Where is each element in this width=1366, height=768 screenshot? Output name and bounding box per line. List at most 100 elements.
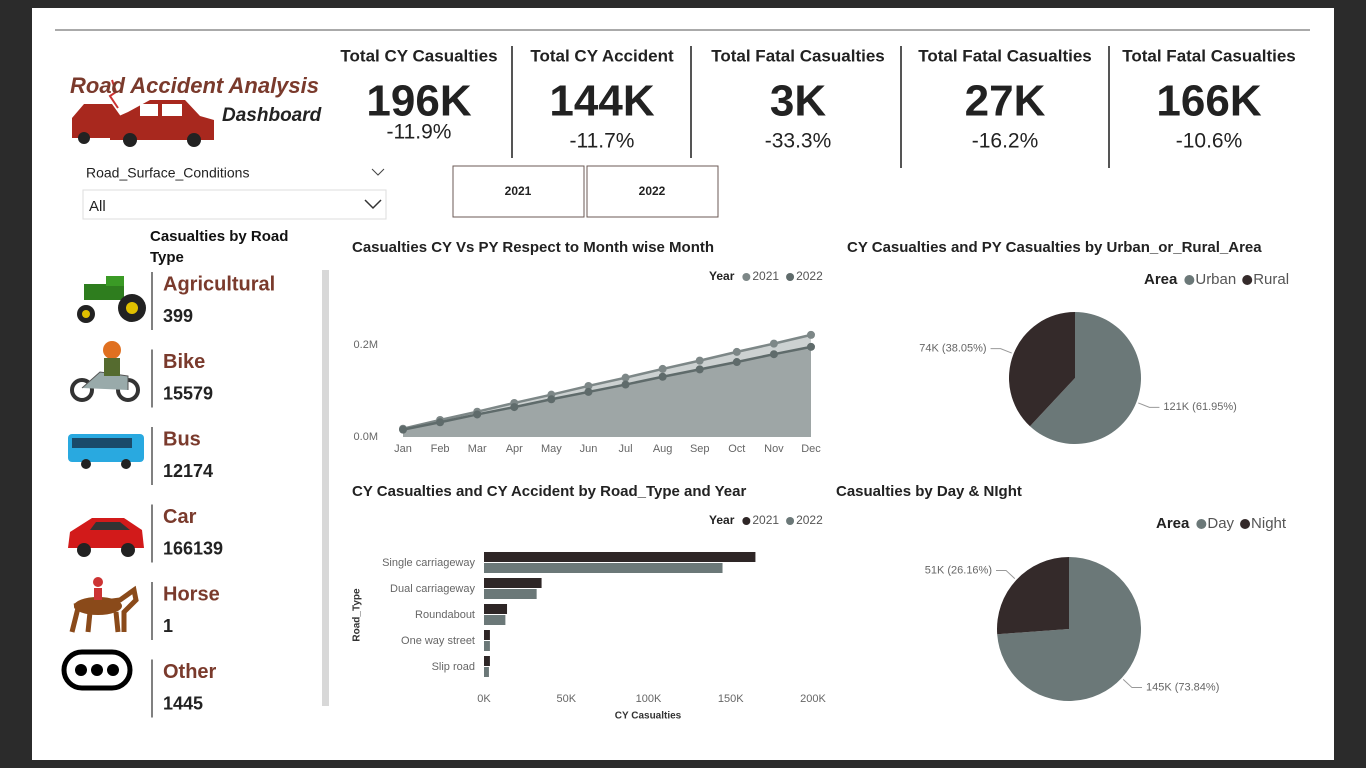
point xyxy=(584,381,593,390)
y-tick-label: Dual carriageway xyxy=(390,583,475,595)
point xyxy=(621,373,630,382)
x-tick-label: Nov xyxy=(764,443,784,455)
x-tick-label: 0K xyxy=(477,693,491,705)
point xyxy=(658,364,667,373)
data-label: 74K (38.05%) xyxy=(919,343,986,355)
pie-slice xyxy=(997,557,1141,701)
road-type-name: Agricultural xyxy=(163,273,275,295)
x-tick-label: 200K xyxy=(800,693,826,705)
bus-icon xyxy=(68,434,144,469)
point xyxy=(547,395,556,404)
kpi-title: Total CY Accident xyxy=(530,46,674,65)
legend-marker xyxy=(1242,275,1253,285)
chart-title: Casualties CY Vs PY Respect to Month wis… xyxy=(352,239,714,256)
x-tick-label: May xyxy=(541,443,562,455)
bar xyxy=(484,667,489,677)
kpi-change: -11.9% xyxy=(387,121,452,144)
bike-icon xyxy=(70,341,140,402)
dropdown-chevron[interactable] xyxy=(364,199,382,210)
car-icon xyxy=(68,518,144,557)
leader-line xyxy=(1138,402,1160,408)
filter-dropdown[interactable] xyxy=(82,189,387,220)
road-type-value: 1 xyxy=(163,616,173,636)
x-tick-label: Jun xyxy=(580,443,598,455)
point xyxy=(436,418,445,427)
kpi-title: Total CY Casualties xyxy=(340,46,497,65)
point xyxy=(732,358,741,367)
x-tick-label: Dec xyxy=(801,443,821,455)
pie-slice xyxy=(1009,312,1075,427)
point xyxy=(621,380,630,389)
legend-title: Area xyxy=(1144,271,1178,288)
road-type-value: 166139 xyxy=(163,538,223,558)
year-button-label[interactable]: 2022 xyxy=(639,184,666,198)
y-tick-label: Single carriageway xyxy=(382,557,475,569)
point xyxy=(658,372,667,381)
filter-value[interactable]: All xyxy=(89,198,106,215)
kpi-value: 166K xyxy=(1156,77,1261,126)
pie-slice xyxy=(997,557,1069,635)
bar xyxy=(484,641,490,651)
legend-marker xyxy=(742,273,751,281)
kpi-value: 196K xyxy=(366,77,471,126)
legend-label: Rural xyxy=(1253,271,1289,288)
data-label: 121K (61.95%) xyxy=(1163,401,1236,413)
legend-label: 2021 xyxy=(752,269,779,283)
legend-marker xyxy=(786,273,795,281)
tractor-icon xyxy=(77,276,146,323)
kpi-title: Total Fatal Casualties xyxy=(918,46,1092,65)
kpi-title: Total Fatal Casualties xyxy=(711,46,885,65)
point xyxy=(695,356,704,365)
legend-label: Night xyxy=(1251,515,1287,532)
x-tick-label: 100K xyxy=(636,693,662,705)
line xyxy=(402,333,812,430)
legend-marker xyxy=(1184,275,1195,285)
legend-title: Area xyxy=(1156,515,1190,532)
kpi-change: -10.6% xyxy=(1176,130,1243,153)
x-tick-label: Apr xyxy=(506,443,523,455)
bar xyxy=(484,604,508,614)
bar xyxy=(484,589,537,599)
scrollbar[interactable] xyxy=(322,270,329,706)
road-type-value: 399 xyxy=(163,306,193,326)
filter-label: Road_Surface_Conditions xyxy=(86,165,249,181)
logo-car xyxy=(72,79,214,147)
x-tick-label: Jul xyxy=(619,443,633,455)
year-button[interactable] xyxy=(452,165,585,218)
chart-title: CY Casualties and PY Casualties by Urban… xyxy=(847,239,1262,256)
x-tick-label: Aug xyxy=(653,443,673,455)
horse-icon xyxy=(69,577,139,633)
chevron[interactable] xyxy=(371,168,385,176)
year-button[interactable] xyxy=(586,165,719,218)
kpi-value: 3K xyxy=(770,77,826,126)
road-type-value: 1445 xyxy=(163,693,203,713)
x-tick-label: 50K xyxy=(556,693,576,705)
road-type-title: Casualties by Road Type xyxy=(150,228,289,266)
legend-label: 2022 xyxy=(796,269,823,283)
chart-title: Casualties by Day & NIght xyxy=(836,483,1022,500)
pie-slice xyxy=(1029,312,1142,444)
road-type-name: Bus xyxy=(163,428,201,450)
legend-marker xyxy=(786,517,795,525)
legend-title: Year xyxy=(709,269,735,283)
point xyxy=(510,403,519,412)
y-axis-label: Road_Type xyxy=(352,588,363,642)
data-label: 51K (26.16%) xyxy=(925,564,992,576)
line xyxy=(402,345,812,431)
point xyxy=(473,410,482,419)
point xyxy=(732,347,741,356)
kpi-value: 144K xyxy=(549,77,654,126)
point xyxy=(769,339,778,348)
chart-title: CY Casualties and CY Accident by Road_Ty… xyxy=(352,483,746,500)
point xyxy=(584,387,593,396)
year-button-label[interactable]: 2021 xyxy=(505,184,532,198)
bar xyxy=(484,578,542,588)
legend-title: Year xyxy=(709,513,735,527)
area xyxy=(403,346,811,437)
bar xyxy=(484,630,490,640)
point xyxy=(807,342,815,351)
legend-marker xyxy=(1240,519,1251,529)
legend-label: Day xyxy=(1207,515,1234,532)
